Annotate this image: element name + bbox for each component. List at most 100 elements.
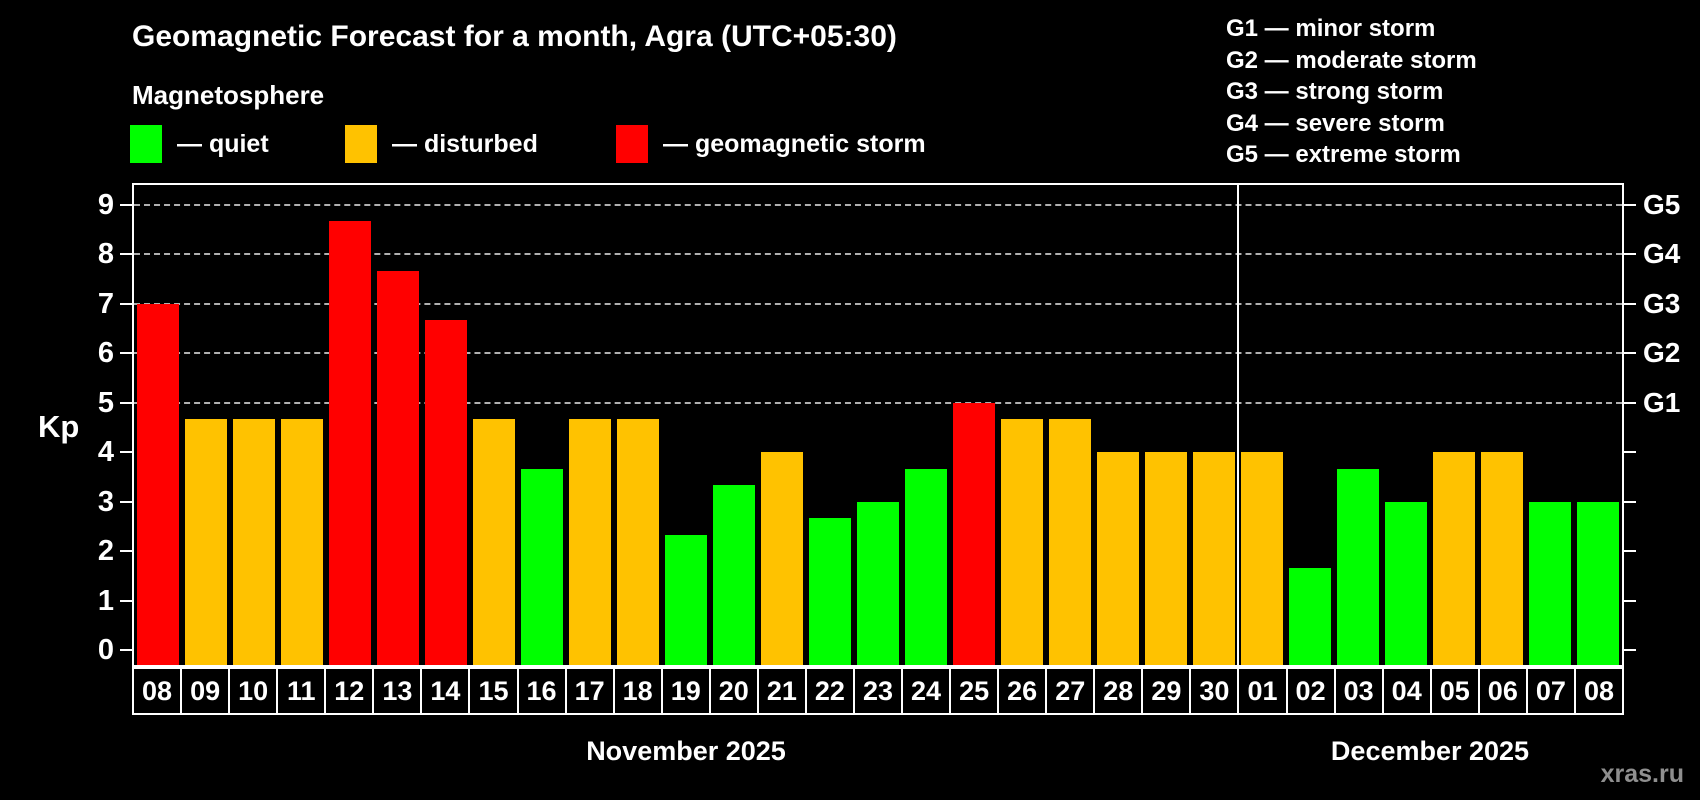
- kp-bar: [761, 452, 803, 665]
- chart-subtitle: Magnetosphere: [132, 80, 325, 110]
- day-label: 12: [326, 669, 373, 713]
- day-label: 25: [951, 669, 998, 713]
- day-label: 08: [134, 669, 181, 713]
- day-label: 08: [1575, 669, 1622, 713]
- kp-bar: [1097, 452, 1139, 665]
- kp-bar: [857, 501, 899, 665]
- month-divider-line: [1237, 185, 1239, 665]
- day-label: 03: [1335, 669, 1382, 713]
- day-label: 06: [1479, 669, 1526, 713]
- gridline-kp-9: [134, 203, 1622, 206]
- g-scale-axis-label: G1: [1643, 386, 1681, 418]
- kp-bar: [1001, 419, 1043, 665]
- gridline-kp-7: [134, 302, 1622, 305]
- day-label: 29: [1143, 669, 1190, 713]
- y-axis-tick-label: 3: [97, 485, 114, 518]
- y-axis-tick-label: 9: [97, 188, 114, 221]
- g-scale-axis-label: G3: [1643, 287, 1681, 319]
- kp-bar: [185, 419, 227, 665]
- day-axis-row: 08 09 10 11 12 13 14 15 16 17 18 19 20 21 22 23 24 25 26 27…: [132, 667, 1624, 715]
- y-axis-tick-label: 0: [97, 634, 114, 667]
- day-label: 22: [806, 669, 853, 713]
- g-scale-legend-line: G4 — severe storm: [1226, 109, 1445, 137]
- kp-bar: [1193, 452, 1235, 665]
- g-scale-legend-line: G3 — strong storm: [1226, 78, 1444, 106]
- kp-bar: [1289, 567, 1331, 665]
- day-label: 17: [566, 669, 613, 713]
- legend-item-disturbed: — disturbed: [345, 124, 538, 164]
- day-label: 21: [758, 669, 805, 713]
- y-axis-tick-right: [1624, 203, 1636, 206]
- kp-bar: [809, 518, 851, 665]
- day-label: 11: [278, 669, 325, 713]
- kp-bar: [953, 402, 995, 665]
- g-scale-legend-line: G1 — minor storm: [1226, 15, 1436, 42]
- y-axis-tick-label: 8: [97, 238, 114, 271]
- y-axis-tick-left: [120, 203, 132, 206]
- kp-bar: [1385, 501, 1427, 665]
- legend-label-quiet: — quiet: [177, 129, 269, 158]
- watermark: xras.ru: [1600, 760, 1684, 788]
- day-label: 01: [1239, 669, 1286, 713]
- y-axis-tick-left: [120, 451, 132, 454]
- kp-bar: [425, 320, 467, 665]
- y-axis-tick-left: [120, 649, 132, 652]
- y-axis-tick-right: [1624, 500, 1636, 503]
- day-label: 14: [422, 669, 469, 713]
- day-label: 09: [182, 669, 229, 713]
- y-axis-tick-left: [120, 253, 132, 256]
- kp-bar: [1577, 501, 1619, 665]
- y-axis-tick-left: [120, 302, 132, 305]
- y-axis-tick-left: [120, 352, 132, 355]
- y-axis-tick-right: [1624, 451, 1636, 454]
- day-label: 13: [374, 669, 421, 713]
- y-axis-tick-right: [1624, 649, 1636, 652]
- day-label: 28: [1095, 669, 1142, 713]
- kp-bar: [473, 419, 515, 665]
- storm-color-swatch: [616, 125, 648, 163]
- y-axis-tick-label: 4: [97, 436, 114, 469]
- day-label: 27: [1047, 669, 1094, 713]
- y-axis-tick-label: 7: [97, 287, 114, 320]
- day-label: 30: [1191, 669, 1238, 713]
- month-label: December 2025: [1330, 736, 1530, 766]
- month-label: November 2025: [586, 736, 786, 766]
- kp-color-legend: — quiet — disturbed — geomagnetic storm: [0, 124, 1700, 164]
- y-axis-tick-right: [1624, 352, 1636, 355]
- kp-bar: [905, 468, 947, 665]
- kp-bar: [1433, 452, 1475, 665]
- day-label: 18: [614, 669, 661, 713]
- kp-bar: [233, 419, 275, 665]
- kp-bar: [1481, 452, 1523, 665]
- legend-item-storm: — geomagnetic storm: [616, 124, 926, 164]
- legend-label-disturbed: — disturbed: [392, 129, 538, 158]
- y-axis-tick-label: 1: [97, 584, 114, 617]
- disturbed-color-swatch: [345, 125, 377, 163]
- y-axis-tick-label: 6: [97, 337, 114, 370]
- g-scale-legend: G1 — minor storm G2 — moderate storm G3 …: [1226, 13, 1477, 171]
- gridline-kp-8: [134, 253, 1622, 256]
- y-axis-tick-label: 2: [97, 535, 114, 568]
- kp-plot-area: [134, 185, 1622, 665]
- kp-bar: [281, 419, 323, 665]
- kp-bar: [521, 468, 563, 665]
- day-label: 23: [854, 669, 902, 713]
- y-axis-tick-left: [120, 401, 132, 404]
- day-label: 24: [903, 669, 950, 713]
- g-scale-legend-line: G5 — extreme storm: [1226, 141, 1461, 169]
- day-label: 05: [1431, 669, 1478, 713]
- g-scale-axis-label: G4: [1643, 238, 1681, 270]
- gridline-kp-5: [134, 401, 1622, 404]
- y-axis-tick-right: [1624, 401, 1636, 404]
- kp-bar: [1145, 452, 1187, 665]
- y-axis-tick-right: [1624, 253, 1636, 256]
- y-axis-tick-right: [1624, 599, 1636, 602]
- legend-label-storm: — geomagnetic storm: [663, 129, 926, 158]
- kp-bar: [1049, 419, 1091, 665]
- kp-bar: [1241, 452, 1283, 665]
- kp-bar: [569, 419, 611, 665]
- kp-bar: [137, 303, 179, 665]
- legend-item-quiet: — quiet: [130, 124, 269, 164]
- day-label: 07: [1527, 669, 1574, 713]
